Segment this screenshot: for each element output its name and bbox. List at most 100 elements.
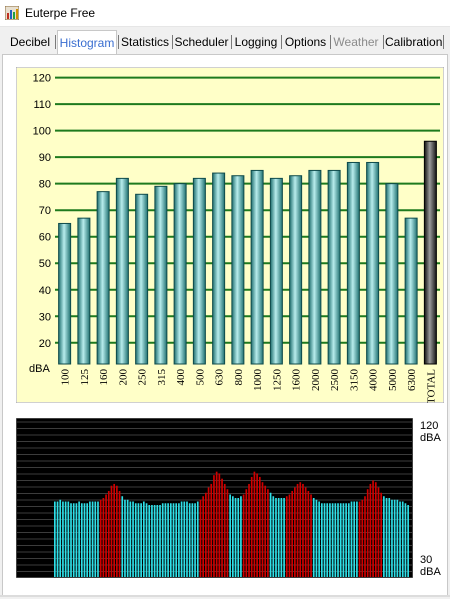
spectrum-bar — [358, 501, 361, 577]
bar-4000 — [366, 161, 380, 365]
bar-100 — [58, 222, 72, 365]
bar-500 — [192, 177, 206, 365]
spectrum-bar — [140, 503, 142, 577]
spectrum-bar — [334, 503, 337, 577]
spectrum-bar — [250, 476, 253, 577]
spectrum-bar — [153, 505, 156, 577]
spectrum-bar — [248, 483, 250, 577]
spectrum-bar — [213, 475, 215, 577]
tab-separator — [172, 35, 173, 49]
spectrum-bar — [258, 476, 261, 577]
x-tick-label: 315 — [156, 369, 168, 386]
spectrum-bar — [312, 498, 315, 577]
spectrum-bar — [191, 503, 194, 577]
spectrum-bar — [331, 503, 334, 577]
spectrum-bar — [215, 471, 218, 577]
spectrum-bar — [78, 501, 80, 577]
y-tick-label: 70 — [39, 205, 51, 217]
window-title: Euterpe Free — [25, 6, 96, 20]
x-tick-label: 4000 — [368, 369, 380, 392]
spectrum-bar — [291, 490, 294, 577]
spectrum-bar — [110, 485, 113, 577]
x-tick-label: TOTAL — [425, 369, 437, 403]
tab-statistics[interactable]: Statistics — [120, 35, 169, 49]
y-tick-label: 120 — [33, 73, 51, 85]
status-separator — [0, 595, 450, 597]
bar-5000 — [385, 183, 399, 365]
bar-1250 — [269, 177, 283, 365]
spectrum-bar — [143, 501, 145, 577]
spectrum-bar — [210, 483, 213, 577]
spectrum-bar — [377, 487, 380, 577]
spectrum-bar — [132, 501, 134, 577]
spectrum-bar — [285, 496, 288, 577]
tab-separator — [281, 35, 282, 49]
spectrum-bar — [385, 498, 388, 577]
spectrum-bar — [304, 487, 307, 577]
spectrum-bar — [194, 503, 196, 577]
spectrum-bar — [294, 487, 296, 577]
spectrum-bottom-unit: dBA — [420, 566, 441, 578]
spectrum-bar — [226, 489, 229, 577]
spectrum-bar — [118, 490, 121, 577]
spectrum-bar — [126, 499, 129, 577]
spectrum-bar — [86, 503, 89, 577]
tab-scheduler[interactable]: Scheduler — [174, 35, 229, 49]
spectrum-bar — [345, 503, 347, 577]
tab-separator — [55, 35, 56, 49]
spectrum-bar — [388, 498, 391, 577]
spectrum-bar — [102, 498, 105, 577]
spectrum-bar — [137, 503, 140, 577]
spectrum-bar — [339, 503, 342, 577]
spectrum-bar — [67, 501, 70, 577]
bar-6300 — [404, 217, 418, 365]
spectrum-bar — [361, 499, 364, 577]
tab-logging[interactable]: Logging — [234, 35, 278, 49]
spectrum-bar — [283, 498, 285, 577]
tab-separator — [443, 35, 444, 49]
tab-separator — [118, 35, 119, 49]
tab-calibration[interactable]: Calibration — [385, 35, 443, 49]
tab-options[interactable]: Options — [284, 35, 327, 49]
spectrum-bar — [391, 499, 393, 577]
spectrum-bar — [264, 485, 267, 577]
spectrum-bar — [302, 483, 304, 577]
spectrum-bar — [269, 492, 272, 577]
spectrum-bar — [199, 499, 202, 577]
spectrum-bar — [94, 501, 97, 577]
spectrum-bar — [83, 503, 86, 577]
tab-separator — [231, 35, 232, 49]
tab-weather: Weather — [333, 35, 379, 49]
bar-630 — [212, 172, 226, 365]
tab-histogram[interactable]: Histogram — [57, 30, 117, 54]
spectrum-bar — [116, 485, 118, 577]
x-tick-label: 400 — [175, 369, 187, 386]
x-tick-label: 160 — [98, 369, 110, 386]
bar-125 — [77, 217, 91, 365]
x-tick-label: 125 — [79, 369, 91, 386]
spectrum-bar — [56, 501, 59, 577]
bar-1000 — [250, 169, 264, 365]
spectrum-bar — [97, 501, 99, 577]
x-tick-label: 800 — [233, 369, 245, 386]
y-tick-label: 20 — [39, 338, 51, 350]
spectrum-bar — [121, 496, 124, 577]
spectrum-bar — [156, 505, 159, 577]
bar-3150 — [346, 161, 360, 365]
spectrum-bar — [80, 503, 83, 577]
spectrum-bar — [393, 499, 396, 577]
spectrum-bar — [366, 489, 369, 577]
tab-decibel[interactable]: Decibel — [9, 35, 51, 49]
x-tick-label: 5000 — [387, 369, 399, 392]
tab-separator — [330, 35, 331, 49]
spectrum-top-unit: dBA — [420, 432, 441, 444]
bar-400 — [173, 183, 187, 365]
spectrum-bar — [221, 478, 223, 577]
spectrum-bar — [178, 503, 180, 577]
spectrum-bar — [175, 503, 178, 577]
spectrum-bar — [401, 501, 404, 577]
spectrum-bar — [253, 471, 256, 577]
bar-200 — [115, 177, 129, 365]
spectrum-bar — [323, 503, 326, 577]
spectrum-bar — [124, 499, 126, 577]
